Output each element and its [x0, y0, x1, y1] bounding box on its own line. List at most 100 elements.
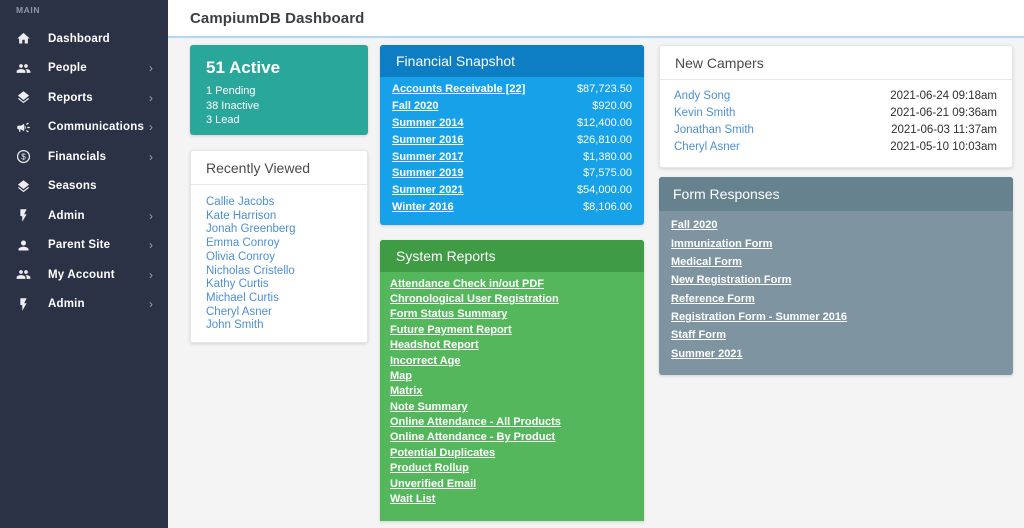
form-response-link[interactable]: Staff Form [671, 329, 726, 342]
active-count: 51 Active [206, 58, 281, 77]
recently-viewed-link[interactable]: Kate Harrison [206, 209, 277, 222]
chevron-right-icon [149, 269, 153, 281]
financial-row-link[interactable]: Summer 2019 $7,575.00 [380, 165, 644, 182]
chevron-right-icon [149, 92, 153, 104]
system-report-link[interactable]: Unverified Email [390, 477, 477, 490]
recently-viewed-link[interactable]: Emma Conroy [206, 237, 280, 250]
camper-row: Kevin Smith 2021-06-21 09:36am [674, 104, 997, 121]
financial-row-amount: $12,400.00 [576, 116, 632, 129]
sidebar-item-label: Dashboard [48, 32, 110, 45]
financial-row-link[interactable]: Fall 2020 $920.00 [380, 98, 644, 115]
financial-row-label: Summer 2021 [392, 184, 464, 197]
sidebar-item-dashboard[interactable]: Dashboard [0, 24, 168, 54]
top-bar: CampiumDB Dashboard [168, 0, 1024, 38]
page-title: CampiumDB Dashboard [190, 9, 365, 27]
form-responses-title: Form Responses [659, 177, 1013, 211]
form-response-link[interactable]: New Registration Form [671, 274, 792, 287]
form-response-links: Fall 2020 Immunization Form Medical Form… [659, 211, 1013, 368]
recently-viewed-link[interactable]: Kathy Curtis [206, 278, 269, 291]
recently-viewed-link[interactable]: Olivia Conroy [206, 250, 276, 263]
form-response-link[interactable]: Fall 2020 [671, 219, 718, 232]
financial-row-link[interactable]: Summer 2014 $12,400.00 [380, 115, 644, 132]
recently-viewed-link[interactable]: Nicholas Cristello [206, 264, 295, 277]
system-report-link[interactable]: Potential Duplicates [390, 446, 496, 459]
form-response-link[interactable]: Reference Form [671, 292, 755, 305]
layers-icon [15, 178, 31, 194]
system-reports-title: System Reports [380, 240, 644, 272]
financial-rows: Accounts Receivable [22] $87,723.50 Fall… [380, 77, 644, 219]
sidebar-item-communications[interactable]: Communications [0, 113, 168, 143]
camper-row: Andy Song 2021-06-24 09:18am [674, 87, 997, 104]
svg-text:$: $ [21, 153, 26, 162]
new-campers-list: Andy Song 2021-06-24 09:18am Kevin Smith… [660, 80, 1012, 156]
form-response-link[interactable]: Medical Form [671, 255, 742, 268]
system-report-link[interactable]: Attendance Check in/out PDF [390, 277, 545, 290]
system-report-link[interactable]: Incorrect Age [390, 354, 461, 367]
people-icon [15, 60, 31, 76]
sidebar-item-label: Admin [48, 209, 85, 222]
financial-row-label: Accounts Receivable [22] [392, 83, 526, 96]
camper-name-link[interactable]: Andy Song [674, 89, 731, 102]
financial-snapshot-card: Financial Snapshot Accounts Receivable [… [380, 45, 644, 225]
sidebar: MAIN Dashboard People Reports Communicat… [0, 0, 168, 528]
system-report-link[interactable]: Map [390, 369, 412, 382]
sidebar-item-label: Parent Site [48, 239, 111, 252]
form-responses-card: Form Responses Fall 2020 Immunization Fo… [659, 177, 1013, 375]
recently-viewed-link[interactable]: Callie Jacobs [206, 196, 275, 208]
system-report-link[interactable]: Chronological User Registration [390, 293, 559, 306]
camper-timestamp: 2021-06-21 09:36am [890, 106, 997, 119]
system-report-link[interactable]: Headshot Report [390, 339, 479, 352]
dashboard-content: 51 Active 1 Pending 38 Inactive 3 Lead Rec… [168, 38, 1024, 526]
megaphone-icon [15, 119, 31, 135]
sidebar-item-admin-2[interactable]: Admin [0, 290, 168, 320]
system-report-link[interactable]: Online Attendance - By Product [390, 431, 556, 444]
camper-name-link[interactable]: Kevin Smith [674, 106, 736, 119]
sidebar-item-my-account[interactable]: My Account [0, 260, 168, 290]
financial-row-link[interactable]: Summer 2017 $1,380.00 [380, 148, 644, 165]
sidebar-item-admin[interactable]: Admin [0, 201, 168, 231]
camper-name-link[interactable]: Jonathan Smith [674, 123, 754, 136]
form-response-link[interactable]: Immunization Form [671, 237, 773, 250]
sidebar-section-label: MAIN [16, 5, 41, 15]
sidebar-item-financials[interactable]: $ Financials [0, 142, 168, 172]
active-campers-stat-card[interactable]: 51 Active 1 Pending 38 Inactive 3 Lead [190, 45, 368, 135]
chevron-right-icon [149, 121, 153, 133]
system-report-link[interactable]: Future Payment Report [390, 323, 512, 336]
form-response-link[interactable]: Registration Form - Summer 2016 [671, 311, 848, 324]
camper-timestamp: 2021-06-03 11:37am [891, 123, 997, 136]
recently-viewed-link[interactable]: Cheryl Asner [206, 305, 272, 318]
recently-viewed-link[interactable]: Michael Curtis [206, 291, 279, 304]
sidebar-item-seasons[interactable]: Seasons [0, 172, 168, 202]
stat-line: 1 Pending [206, 85, 256, 97]
system-report-link[interactable]: Matrix [390, 385, 423, 398]
financial-row-link[interactable]: Accounts Receivable [22] $87,723.50 [380, 81, 644, 98]
recently-viewed-link[interactable]: Jonah Greenberg [206, 223, 296, 236]
financial-row-link[interactable]: Winter 2016 $8,106.00 [380, 198, 644, 215]
stat-line: 38 Inactive [206, 99, 260, 112]
system-report-link[interactable]: Note Summary [390, 400, 468, 413]
people-icon [15, 267, 31, 283]
recently-viewed-list: Callie Jacobs Kate Harrison Jonah Greenber… [191, 185, 367, 344]
sidebar-item-parent-site[interactable]: Parent Site [0, 231, 168, 261]
person-desk-icon [15, 237, 31, 253]
camper-name-link[interactable]: Cheryl Asner [674, 141, 740, 154]
sidebar-item-label: Financials [48, 150, 107, 163]
system-report-link[interactable]: Product Rollup [390, 462, 469, 475]
system-reports-card: System Reports Attendance Check in/out P… [380, 240, 644, 521]
chevron-right-icon [149, 151, 153, 163]
recently-viewed-title: Recently Viewed [191, 151, 367, 185]
system-report-links: Attendance Check in/out PDF Chronologica… [380, 272, 644, 511]
financial-row-link[interactable]: Summer 2021 $54,000.00 [380, 182, 644, 199]
system-report-link[interactable]: Online Attendance - All Products [390, 416, 561, 429]
recently-viewed-card: Recently Viewed Callie Jacobs Kate Harris… [190, 150, 368, 343]
system-report-link[interactable]: Form Status Summary [390, 308, 508, 321]
sidebar-item-people[interactable]: People [0, 54, 168, 84]
sidebar-item-reports[interactable]: Reports [0, 83, 168, 113]
recently-viewed-link[interactable]: John Smith [206, 319, 264, 332]
form-response-link[interactable]: Summer 2021 [671, 347, 743, 360]
stat-lines: 1 Pending 38 Inactive 3 Lead [206, 84, 352, 128]
system-report-link[interactable]: Wait List [390, 492, 436, 505]
financial-row-label: Winter 2016 [392, 200, 454, 213]
chevron-right-icon [149, 62, 153, 74]
financial-row-link[interactable]: Summer 2016 $26,810.00 [380, 131, 644, 148]
